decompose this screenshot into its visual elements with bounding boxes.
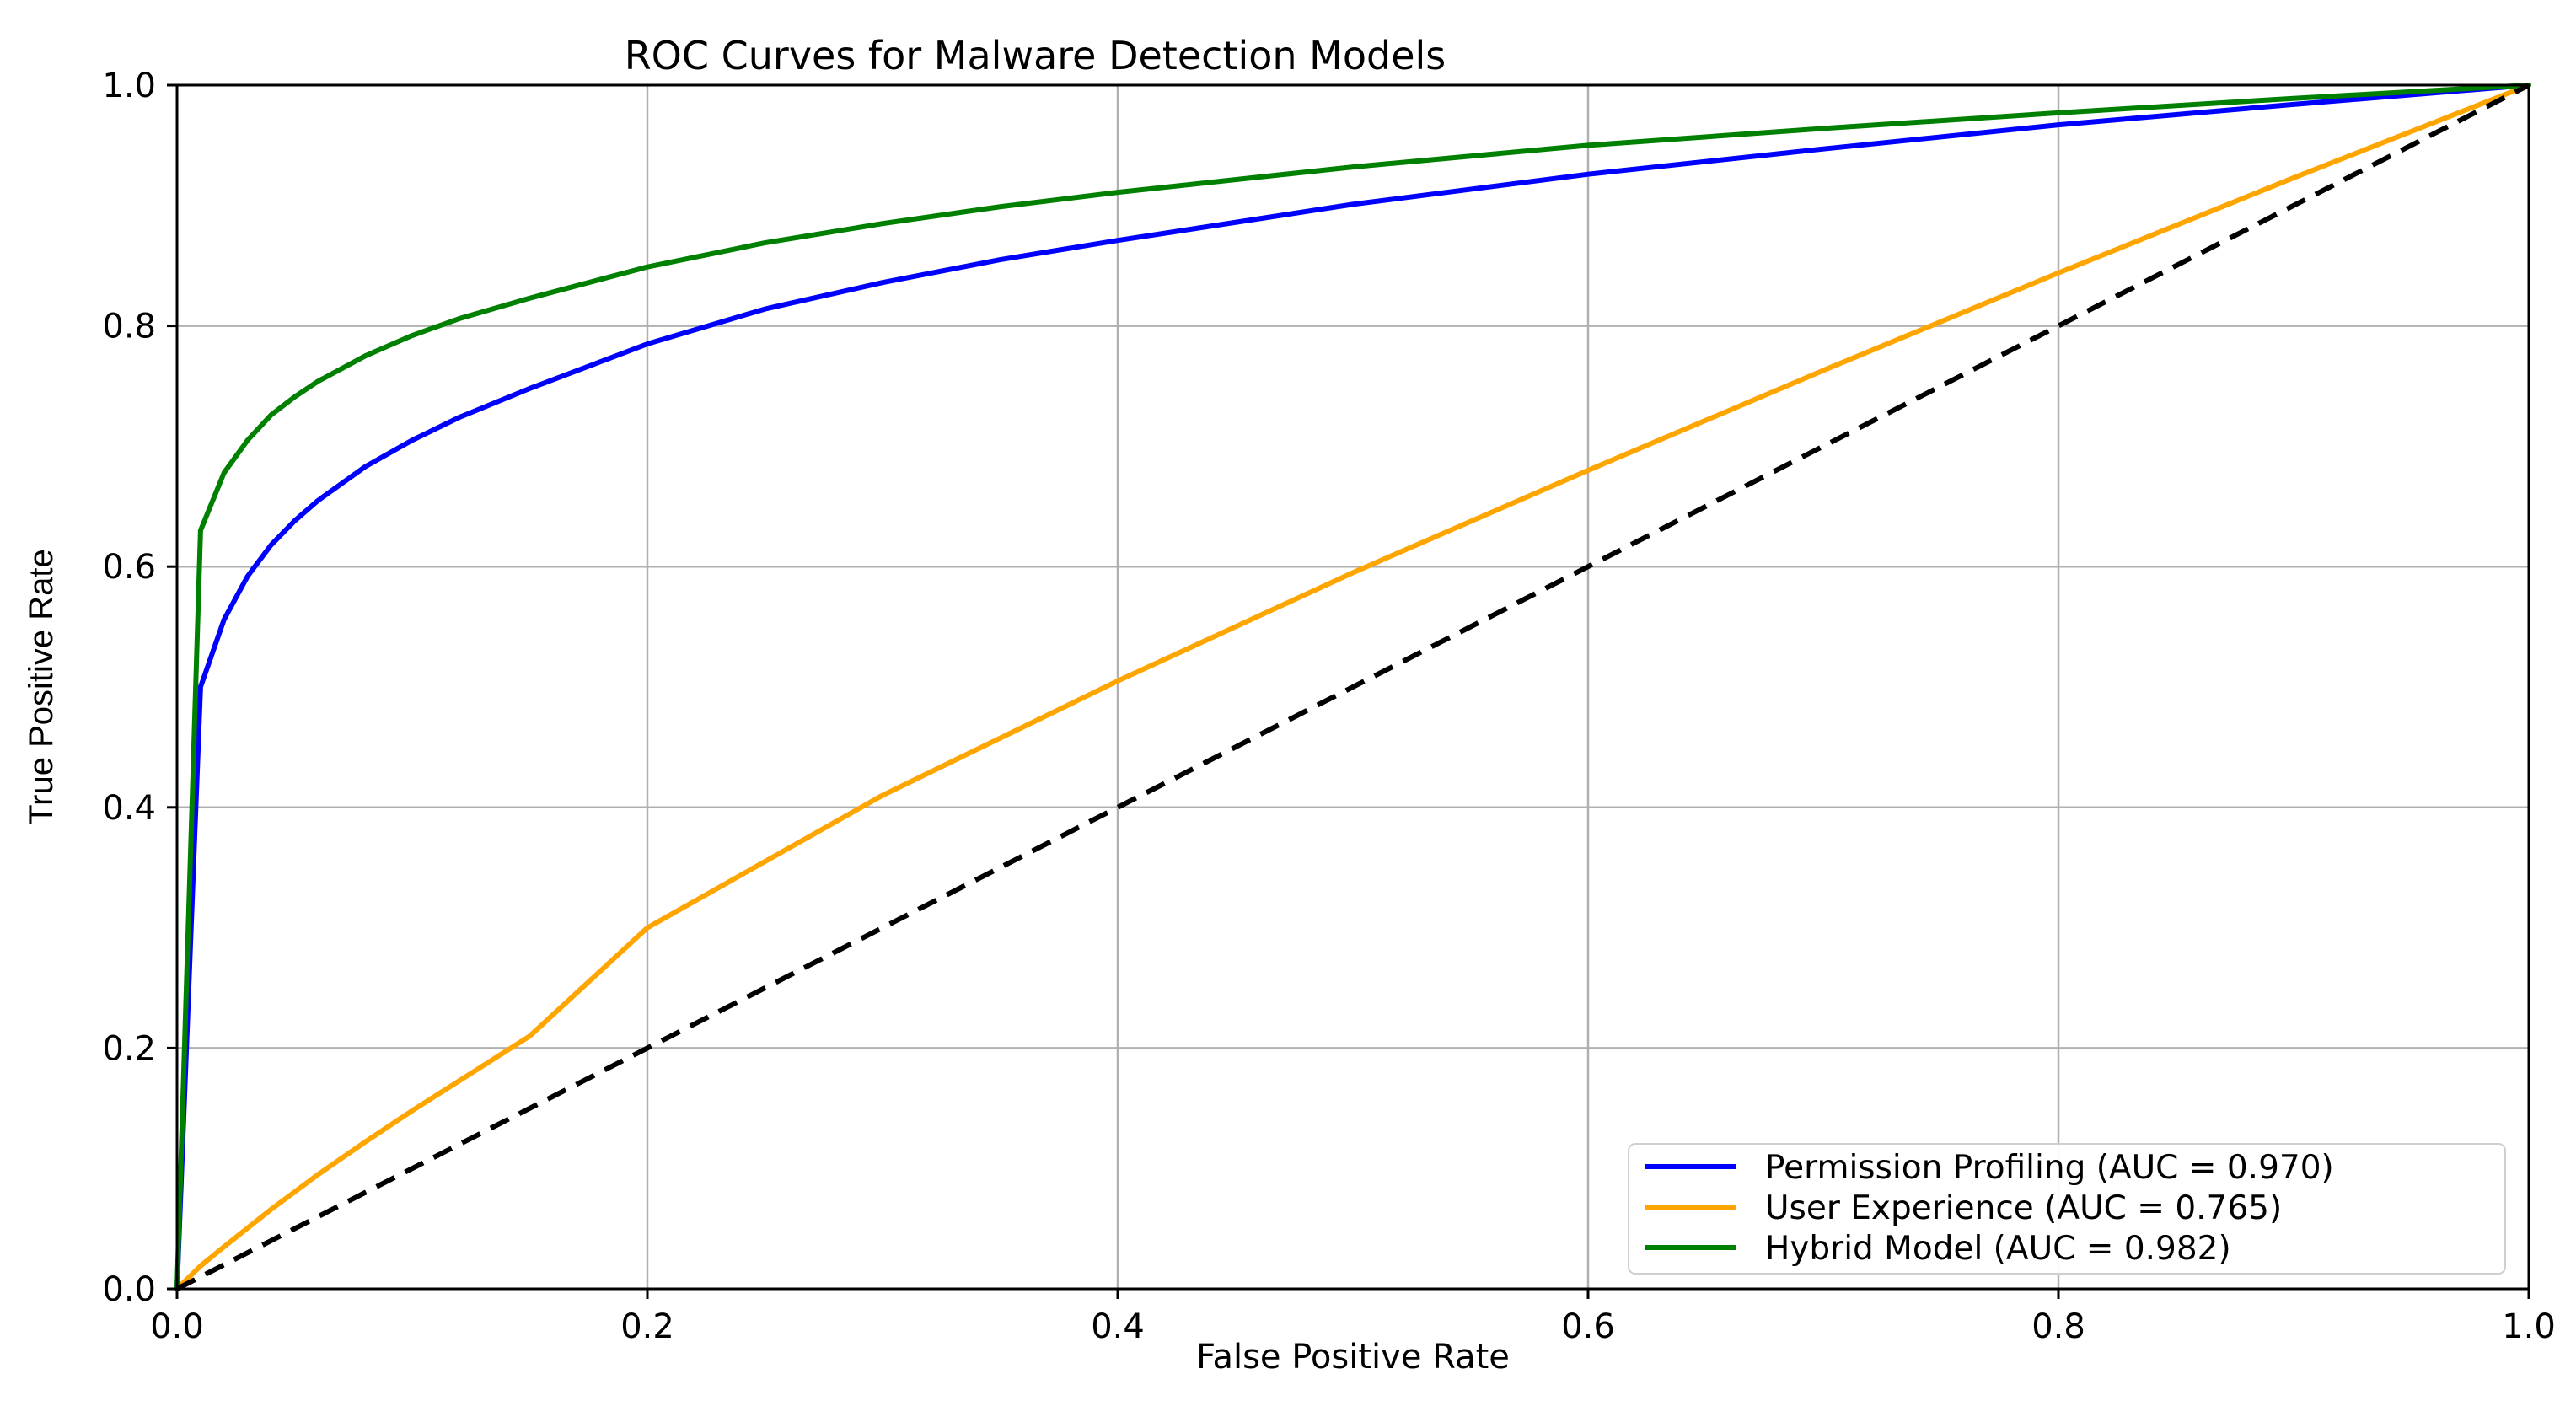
y-tick-label: 0.8 <box>102 308 156 346</box>
legend-items: Permission Profiling (AUC = 0.970)User E… <box>1645 1149 2334 1268</box>
y-axis-ticks: 0.0 0.2 0.4 0.6 0.8 1.0 <box>102 67 177 1309</box>
reference-diagonal-line <box>175 83 2530 1291</box>
y-tick-label: 0.4 <box>102 789 156 828</box>
legend: Permission Profiling (AUC = 0.970)User E… <box>1628 1143 2506 1275</box>
plot-lines <box>174 83 2531 1291</box>
legend-label: User Experience (AUC = 0.765) <box>1765 1189 2282 1227</box>
y-tick-label: 0.2 <box>102 1029 156 1068</box>
x-tick-label: 1.0 <box>2502 1307 2556 1346</box>
series-line-2 <box>174 83 2531 1291</box>
legend-label: Permission Profiling (AUC = 0.970) <box>1765 1149 2334 1187</box>
series-line-0 <box>174 83 2531 1291</box>
legend-label: Hybrid Model (AUC = 0.982) <box>1765 1230 2231 1268</box>
y-tick-label: 0.0 <box>102 1270 156 1309</box>
x-tick-label: 0.0 <box>150 1307 204 1346</box>
x-tick-label: 0.6 <box>1561 1307 1615 1346</box>
legend-box <box>1628 1143 2506 1275</box>
series-line-1 <box>174 83 2531 1291</box>
chart-title: ROC Curves for Malware Detection Models <box>625 33 1446 78</box>
x-axis-title: False Positive Rate <box>1196 1338 1510 1376</box>
y-tick-label: 0.6 <box>102 548 156 587</box>
y-tick-label: 1.0 <box>102 67 156 105</box>
y-axis-title: True Positive Rate <box>23 549 60 825</box>
x-tick-label: 0.2 <box>620 1307 674 1346</box>
x-tick-label: 0.4 <box>1091 1307 1145 1346</box>
x-axis-ticks: 0.0 0.2 0.4 0.6 0.8 1.0 <box>150 1289 2556 1346</box>
x-tick-label: 0.8 <box>2031 1307 2085 1346</box>
plot-frame <box>175 83 2530 1291</box>
